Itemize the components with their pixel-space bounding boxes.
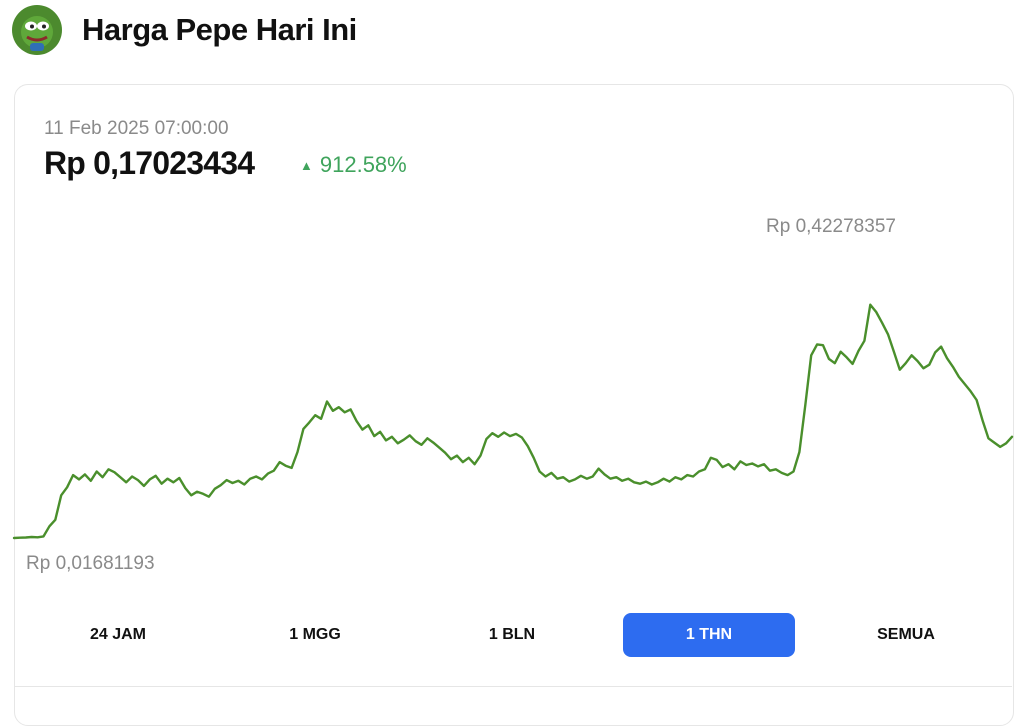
price-line-chart[interactable] [0, 0, 1024, 695]
pepe-frog-logo [12, 5, 62, 55]
page-header: Harga Pepe Hari Ini [12, 5, 357, 55]
range-tab-24-jam[interactable]: 24 JAM [32, 613, 204, 657]
up-triangle-icon: ▲ [300, 157, 313, 173]
range-tab-1-thn[interactable]: 1 THN [623, 613, 795, 657]
price-card [14, 84, 1014, 726]
price-timestamp: 11 Feb 2025 07:00:00 [44, 118, 229, 139]
price-change-percent: 912.58% [319, 152, 407, 177]
divider [14, 686, 1012, 687]
page-title: Harga Pepe Hari Ini [82, 12, 357, 47]
current-price: Rp 0,17023434 [44, 145, 255, 181]
price-series-line [12, 303, 1014, 540]
chart-max-label: Rp 0,42278357 [766, 216, 896, 237]
price-change-badge: ▲ 912.58% [300, 152, 407, 178]
time-range-tabs: 24 JAM 1 MGG 1 BLN 1 THN SEMUA [32, 613, 992, 657]
range-tab-1-bln[interactable]: 1 BLN [426, 613, 598, 657]
range-tab-1-mgg[interactable]: 1 MGG [229, 613, 401, 657]
chart-min-label: Rp 0,01681193 [26, 553, 155, 574]
range-tab-semua[interactable]: SEMUA [820, 613, 992, 657]
